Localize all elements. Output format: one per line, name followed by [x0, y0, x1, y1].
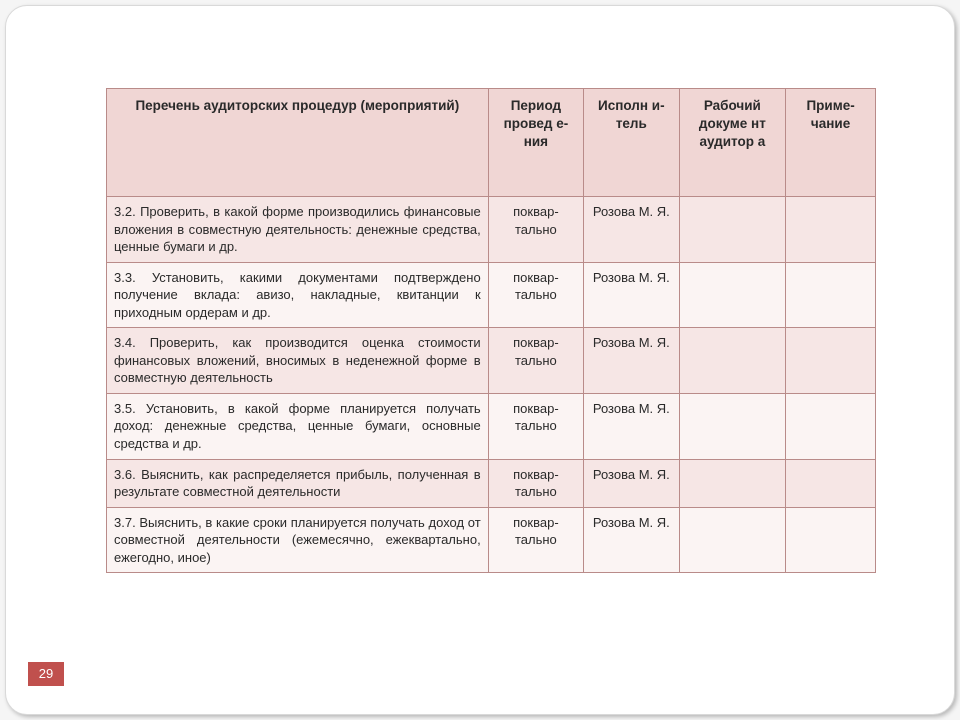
table-header-row: Перечень аудиторских процедур (мероприят… [107, 89, 876, 197]
cell-exec: Розова М. Я. [584, 507, 679, 573]
header-note: Приме- чание [786, 89, 876, 197]
cell-period: поквар- тально [488, 459, 583, 507]
cell-note [786, 459, 876, 507]
cell-workdoc [679, 507, 786, 573]
cell-period: поквар- тально [488, 262, 583, 328]
cell-proc: 3.5. Установить, в какой форме планирует… [107, 393, 489, 459]
cell-proc: 3.6. Выяснить, как распределяется прибыл… [107, 459, 489, 507]
cell-period: поквар- тально [488, 507, 583, 573]
table-row: 3.3. Установить, какими документами подт… [107, 262, 876, 328]
table-row: 3.5. Установить, в какой форме планирует… [107, 393, 876, 459]
page-number-badge: 29 [28, 662, 64, 686]
cell-exec: Розова М. Я. [584, 393, 679, 459]
cell-exec: Розова М. Я. [584, 459, 679, 507]
cell-period: поквар- тально [488, 197, 583, 263]
cell-workdoc [679, 328, 786, 394]
cell-proc: 3.7. Выяснить, в какие сроки планируется… [107, 507, 489, 573]
cell-note [786, 262, 876, 328]
cell-proc: 3.3. Установить, какими документами подт… [107, 262, 489, 328]
slide-frame: Перечень аудиторских процедур (мероприят… [5, 5, 955, 715]
table-row: 3.6. Выяснить, как распределяется прибыл… [107, 459, 876, 507]
cell-period: поквар- тально [488, 328, 583, 394]
header-procedures: Перечень аудиторских процедур (мероприят… [107, 89, 489, 197]
cell-workdoc [679, 459, 786, 507]
table-row: 3.7. Выяснить, в какие сроки планируется… [107, 507, 876, 573]
cell-exec: Розова М. Я. [584, 262, 679, 328]
cell-workdoc [679, 197, 786, 263]
header-period: Период провед е- ния [488, 89, 583, 197]
cell-note [786, 507, 876, 573]
cell-workdoc [679, 393, 786, 459]
cell-note [786, 197, 876, 263]
header-workdoc: Рабочий докуме нт аудитор а [679, 89, 786, 197]
cell-period: поквар- тально [488, 393, 583, 459]
header-executor: Исполн и- тель [584, 89, 679, 197]
cell-proc: 3.4. Проверить, как производится оценка … [107, 328, 489, 394]
cell-note [786, 393, 876, 459]
table-row: 3.4. Проверить, как производится оценка … [107, 328, 876, 394]
table-row: 3.2. Проверить, в какой форме производил… [107, 197, 876, 263]
cell-note [786, 328, 876, 394]
audit-table-container: Перечень аудиторских процедур (мероприят… [106, 88, 876, 573]
cell-proc: 3.2. Проверить, в какой форме производил… [107, 197, 489, 263]
audit-procedures-table: Перечень аудиторских процедур (мероприят… [106, 88, 876, 573]
cell-exec: Розова М. Я. [584, 197, 679, 263]
cell-exec: Розова М. Я. [584, 328, 679, 394]
cell-workdoc [679, 262, 786, 328]
